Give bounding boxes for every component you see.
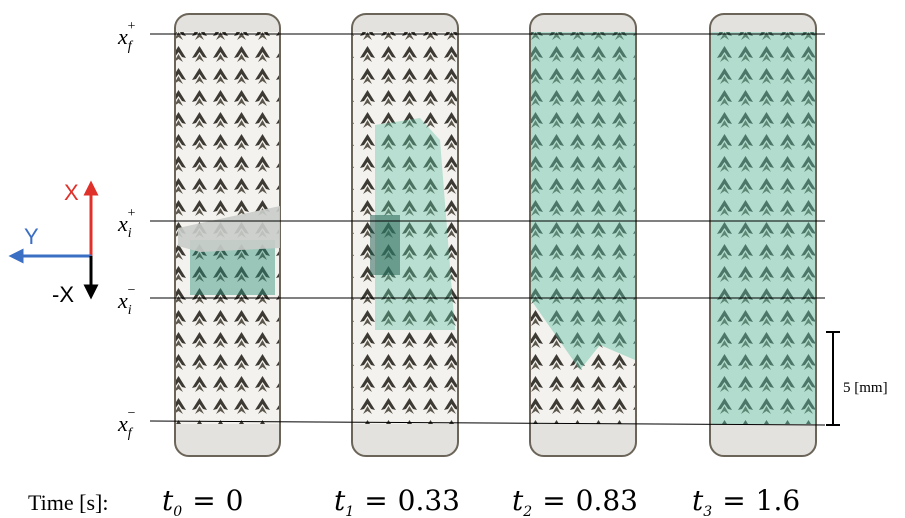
level-label: xi − xyxy=(117,283,136,318)
time-value: 1.6 xyxy=(756,484,801,517)
strip xyxy=(174,13,281,457)
strip xyxy=(351,13,459,457)
symbol: x xyxy=(117,211,128,236)
time-value: 0.83 xyxy=(576,484,638,517)
level-lines: xf+xi+xi−xf− xyxy=(117,19,826,441)
level-line xyxy=(149,420,826,426)
relation: = xyxy=(722,484,745,517)
level-label: xf − xyxy=(117,406,136,441)
subscript: 3 xyxy=(703,504,712,518)
time-value: 0.33 xyxy=(398,484,460,517)
level-label: xf + xyxy=(117,19,136,54)
relation: = xyxy=(364,484,387,517)
axis-label: -X xyxy=(52,282,74,307)
time-label: t3 = 1.6 xyxy=(692,484,800,518)
relation: = xyxy=(542,484,565,517)
subscript: f xyxy=(128,426,134,441)
time-heading: Time [s]: xyxy=(28,490,108,515)
symbol: x xyxy=(117,288,128,313)
superscript: − xyxy=(127,406,136,421)
subscript: i xyxy=(128,226,132,241)
superscript: + xyxy=(127,206,136,221)
symbol: t xyxy=(512,484,524,517)
scale-label: 5 [mm] xyxy=(843,380,888,396)
relation: = xyxy=(192,484,215,517)
scale-bar: 5 [mm] xyxy=(826,331,888,426)
time-label: t1 = 0.33 xyxy=(334,484,460,518)
time-value: 0 xyxy=(226,484,244,517)
axis-label: X xyxy=(64,180,79,205)
symbol: x xyxy=(117,411,128,436)
subscript: 2 xyxy=(522,504,532,518)
time-labels: t0 = 0 t1 = 0.33 t2 = 0.83 t3 = 1.6 xyxy=(162,484,800,518)
subscript: f xyxy=(128,39,134,54)
symbol: t xyxy=(162,484,174,517)
axis-icon: X Y -X xyxy=(8,180,99,307)
strips xyxy=(174,13,817,457)
strip xyxy=(529,13,637,457)
time-label: t2 = 0.83 xyxy=(512,484,638,518)
level-label: xi + xyxy=(117,206,136,241)
superscript: − xyxy=(127,283,136,298)
superscript: + xyxy=(127,19,136,34)
time-label: t0 = 0 xyxy=(162,484,243,518)
subscript: 1 xyxy=(345,504,354,518)
axis-label: Y xyxy=(24,224,39,249)
symbol: t xyxy=(334,484,346,517)
symbol: t xyxy=(692,484,704,517)
subscript: 0 xyxy=(173,504,182,518)
subscript: i xyxy=(128,303,132,318)
strip xyxy=(709,13,817,457)
symbol: x xyxy=(117,24,128,49)
